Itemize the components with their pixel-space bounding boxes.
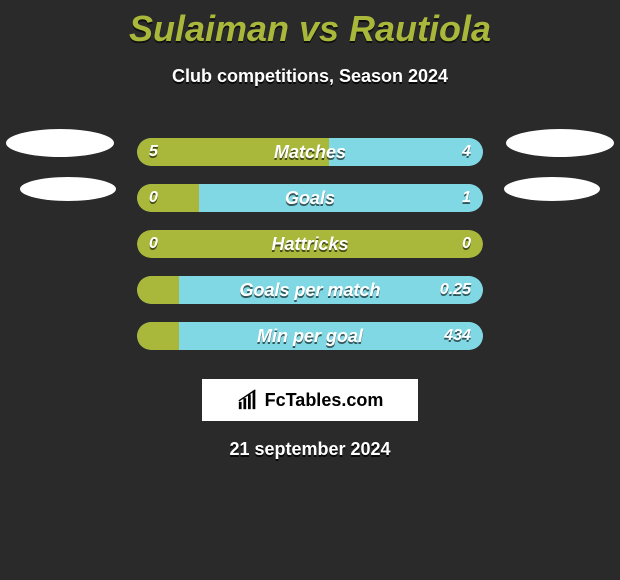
page-title: Sulaiman vs Rautiola (0, 0, 620, 50)
brand-text: FcTables.com (265, 390, 384, 411)
stat-value-right: 1 (462, 184, 471, 212)
stat-label: Goals (137, 184, 483, 212)
stat-bar: Min per goal434 (137, 322, 483, 350)
stat-value-left: 5 (149, 138, 158, 166)
comparison-row: Matches5 4 (0, 129, 620, 175)
stat-bar: Hattricks0 0 (137, 230, 483, 258)
date-text: 21 september 2024 (0, 439, 620, 460)
stat-label: Min per goal (137, 322, 483, 350)
team-oval-right (504, 177, 600, 201)
team-oval-left (20, 177, 116, 201)
comparison-row: Hattricks0 0 (0, 221, 620, 267)
comparison-row: Goals per match0.25 (0, 267, 620, 313)
stat-bar: Matches5 4 (137, 138, 483, 166)
stat-label: Goals per match (137, 276, 483, 304)
stat-value-right: 0.25 (440, 276, 471, 304)
brand-box[interactable]: FcTables.com (202, 379, 418, 421)
stat-bar: Goals per match0.25 (137, 276, 483, 304)
stat-bar: Goals0 1 (137, 184, 483, 212)
page-subtitle: Club competitions, Season 2024 (0, 66, 620, 87)
team-oval-left (6, 129, 114, 157)
stat-label: Matches (137, 138, 483, 166)
team-oval-right (506, 129, 614, 157)
comparison-row: Goals0 1 (0, 175, 620, 221)
stat-value-left: 0 (149, 230, 158, 258)
stat-label: Hattricks (137, 230, 483, 258)
comparison-rows: Matches54Goals01Hattricks00Goals per mat… (0, 129, 620, 359)
stat-value-right: 434 (444, 322, 471, 350)
stat-value-right: 4 (462, 138, 471, 166)
comparison-row: Min per goal434 (0, 313, 620, 359)
bar-chart-icon (237, 389, 259, 411)
stat-value-right: 0 (462, 230, 471, 258)
stat-value-left: 0 (149, 184, 158, 212)
